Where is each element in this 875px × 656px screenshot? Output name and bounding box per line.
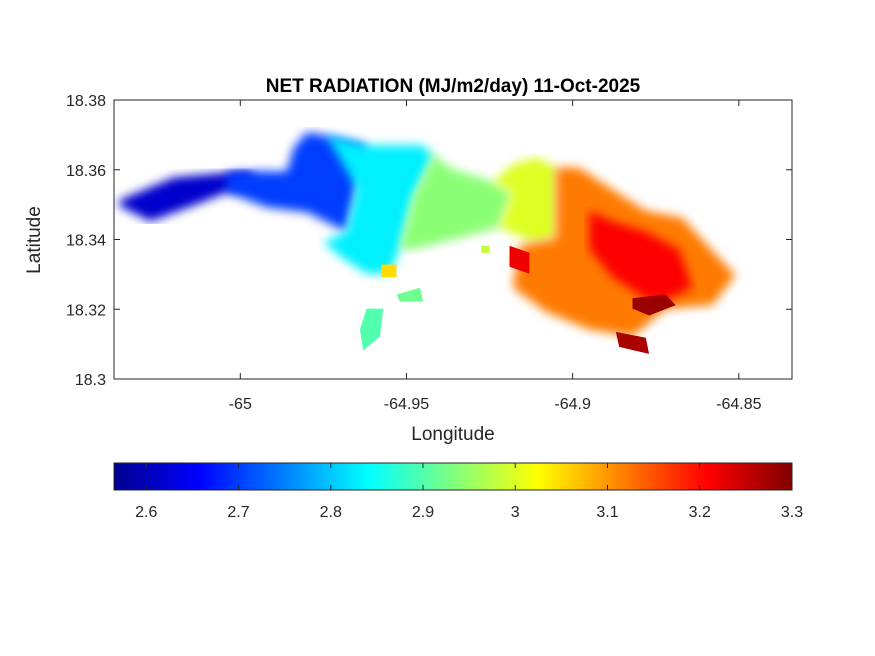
y-tick-label: 18.34	[66, 233, 106, 250]
x-axis-label: Longitude	[411, 424, 494, 445]
colorbar-tick-label: 3.3	[781, 504, 803, 521]
heatmap-regions	[119, 132, 736, 354]
colorbar-tick-label: 2.9	[412, 504, 434, 521]
x-tick-label: -64.95	[384, 396, 429, 413]
x-axis-ticks: -65 -64.95 -64.9 -64.85	[229, 100, 762, 413]
heatmap-region-9	[509, 245, 530, 274]
colorbar-ticks: 2.6 2.7 2.8 2.9 3 3.1 3.2 3.3	[135, 463, 803, 521]
y-tick-label: 18.38	[66, 93, 106, 110]
colorbar	[113, 462, 793, 491]
colorbar-tick-label: 2.7	[227, 504, 249, 521]
y-tick-label: 18.3	[75, 372, 106, 389]
colorbar-tick-label: 3.1	[596, 504, 618, 521]
y-axis-label: Latitude	[24, 206, 45, 274]
colorbar-tick-label: 3.2	[689, 504, 711, 521]
y-tick-label: 18.32	[66, 302, 106, 319]
heatmap-region-3	[399, 145, 513, 250]
chart-title: NET RADIATION (MJ/m2/day) 11-Oct-2025	[266, 76, 641, 97]
heatmap-region-12	[381, 264, 397, 278]
heatmap-region-1	[227, 132, 367, 232]
colorbar-tick-label: 3	[511, 504, 520, 521]
colorbar-tick-label: 2.8	[320, 504, 342, 521]
heatmap-region-2	[323, 135, 434, 274]
y-tick-label: 18.36	[66, 163, 106, 180]
y-axis-ticks: 18.3 18.32 18.34 18.36 18.38	[66, 93, 792, 389]
heatmap-region-6	[589, 210, 693, 306]
heatmap-region-0	[119, 171, 257, 222]
heatmap-region-10	[396, 287, 424, 302]
heatmap-region-7	[632, 294, 676, 316]
heatmap-region-13	[481, 245, 490, 253]
x-tick-label: -64.85	[716, 396, 761, 413]
heatmap-region-4	[492, 157, 556, 243]
heatmap-region-11	[359, 308, 384, 351]
heatmap-region-8	[615, 331, 650, 354]
colorbar-tick-label: 2.6	[135, 504, 157, 521]
x-tick-label: -65	[229, 396, 252, 413]
x-tick-label: -64.9	[554, 396, 591, 413]
